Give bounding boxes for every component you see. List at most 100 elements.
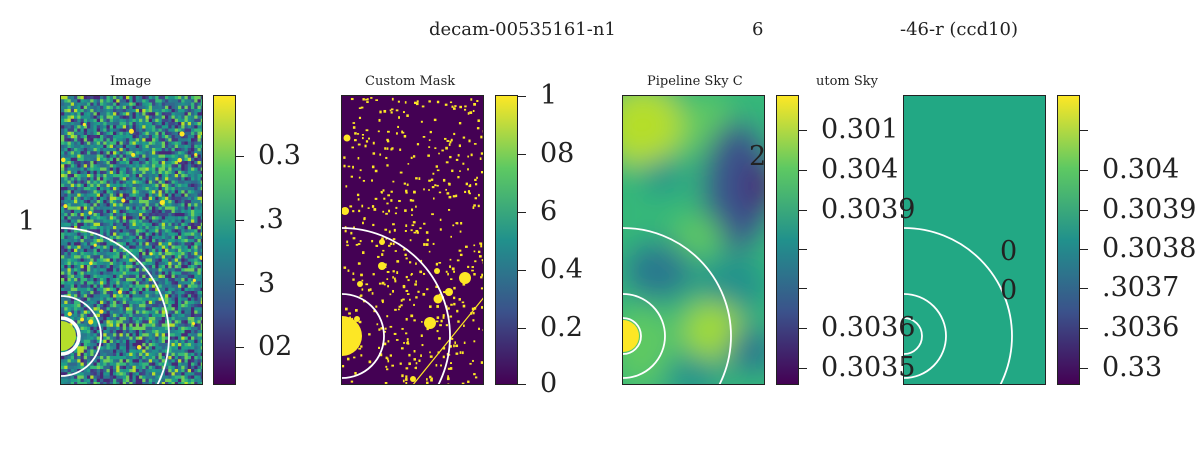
colorbar-tick [518,154,526,156]
colorbar-tick-label: 0.3035 [821,352,916,383]
colorbar-tick [799,249,807,251]
colorbar-tick [1080,210,1088,212]
custom-mask-heatmap [342,97,483,384]
mask-source [434,268,440,274]
source-point [88,319,94,325]
figure-title-part-1: decam-00535161-n1 [429,19,616,40]
colorbar-tick [1080,249,1088,251]
mask-source [410,376,416,382]
colorbar-tick-label: .3036 [1102,312,1180,343]
mask-source [433,294,443,304]
source-point [88,210,93,215]
mask-source [342,207,349,215]
colorbar-tick [1080,170,1088,172]
source-point [80,317,85,322]
overlay-circle [623,317,642,355]
pipeline-sky-overlay-label: 2 [749,141,767,172]
colorbar-tick-label: 0.3 [258,140,301,171]
colorbar-tick [1080,328,1088,330]
colorbar-tick-label: .3 [258,204,284,235]
figure-title-part-3: -46-r (ccd10) [900,19,1019,40]
source-point [131,152,136,157]
colorbar-tick [799,368,807,370]
image-heatmap [61,96,202,384]
source-point [177,157,182,163]
source-point [136,344,142,350]
colorbar-tick [799,210,807,212]
panel-title-custom-mask: Custom Mask [365,74,456,89]
mask-source [357,281,363,287]
source-point [61,157,66,163]
source-point [89,261,93,266]
source-point [93,243,97,247]
overlay-circle [904,293,947,379]
source-point [99,309,104,314]
colorbar-tick [1080,288,1088,290]
custom-sky-heatmap [904,227,1013,384]
pipeline-sky-colorbar [776,95,799,385]
custom-mask-colorbar [495,95,518,385]
source-point [149,252,153,256]
left-axis-label: 1 [18,206,36,237]
colorbar-tick [1080,368,1088,370]
colorbar-tick [518,212,526,214]
panel-title-pipeline-sky: Pipeline Sky C [647,74,743,89]
overlay-circle [61,295,102,377]
source-point [159,200,165,206]
source-point [128,128,134,134]
colorbar-tick-label: 3 [258,268,276,299]
colorbar-tick [518,384,526,386]
custom-sky-overlay-label-a: 0 [1000,236,1018,267]
overlay-circle [61,227,170,384]
colorbar-tick [236,347,244,349]
overlay-circle [623,227,732,384]
overlay-circle [623,293,666,379]
source-point [194,153,198,157]
source-point [67,311,72,317]
source-point [179,131,185,137]
source-point [191,321,196,326]
colorbar-tick [518,96,526,98]
mask-source [343,134,351,142]
colorbar-tick-label: 0.3036 [821,312,916,343]
custom-mask-panel [341,95,484,385]
colorbar-tick-label: 0.304 [1102,154,1180,185]
colorbar-tick [799,328,807,330]
colorbar-tick [518,328,526,330]
image-colorbar [213,95,236,385]
mask-source [354,316,360,322]
colorbar-tick-label: 0.33 [1102,352,1163,383]
colorbar-tick [236,220,244,222]
custom-sky-colorbar [1057,95,1080,385]
source-point [63,204,68,209]
image-panel [60,95,203,385]
overlay-circle [904,317,923,355]
mask-source [459,272,471,284]
source-point [117,290,123,295]
custom-sky-panel [903,95,1046,385]
custom-sky-overlay-label-b: 0 [1000,275,1018,306]
colorbar-tick-label: 0.3039 [821,194,916,225]
colorbar-tick-label: 0.304 [821,154,899,185]
colorbar-tick [518,270,526,272]
overlay-circle [904,227,1013,384]
colorbar-tick [799,130,807,132]
colorbar-tick-label: 08 [540,138,575,169]
colorbar-tick-label: 02 [258,331,293,362]
colorbar-tick [236,156,244,158]
colorbar-tick [799,288,807,290]
mask-source [424,317,436,329]
colorbar-tick-label: 0.3038 [1102,233,1197,264]
mask-source [378,262,386,270]
source-point [121,198,126,203]
panel-title-custom-sky: utom Sky [816,74,879,89]
colorbar-tick-label: 6 [540,196,558,227]
overlay-circle [342,227,451,384]
source-point [82,122,87,127]
source-point [199,255,202,260]
pipeline-sky-heatmap [623,96,764,384]
colorbar-tick [799,170,807,172]
overlay-circle [342,293,385,379]
mask-source [445,288,453,296]
colorbar-tick [236,284,244,286]
